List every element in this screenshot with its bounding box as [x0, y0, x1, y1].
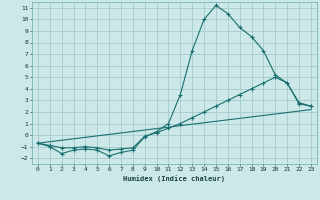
X-axis label: Humidex (Indice chaleur): Humidex (Indice chaleur) [124, 175, 225, 182]
